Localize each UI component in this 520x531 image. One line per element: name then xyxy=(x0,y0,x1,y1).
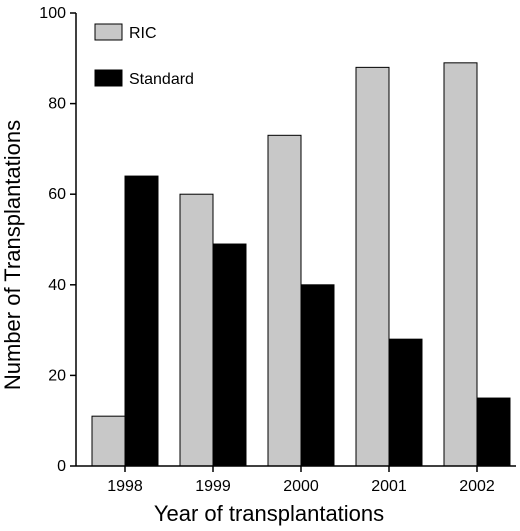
axes-group: 0 20 40 60 80 100 1998 1999 2000 2001 2002 xyxy=(39,5,516,495)
bar-standard-1999 xyxy=(212,243,247,467)
bar-standard-1998 xyxy=(124,175,159,467)
y-tick-label-40: 40 xyxy=(48,277,66,294)
legend-swatch-ric xyxy=(94,23,123,41)
bars-group xyxy=(91,62,511,467)
x-tick-label-2000: 2000 xyxy=(283,478,319,495)
legend-swatch-standard xyxy=(94,69,123,87)
bar-ric-2001 xyxy=(355,66,390,467)
y-tick-label-0: 0 xyxy=(57,458,66,475)
y-tick-label-100: 100 xyxy=(39,5,66,22)
y-tick-label-80: 80 xyxy=(48,96,66,113)
bar-ric-1999 xyxy=(179,193,214,467)
x-tick-label-2002: 2002 xyxy=(459,478,495,495)
bar-standard-2001 xyxy=(388,338,423,467)
bar-ric-2000 xyxy=(267,134,302,467)
y-axis-title: Number of Transplantations xyxy=(0,120,25,390)
x-tick-label-1998: 1998 xyxy=(107,478,143,495)
x-tick-label-2001: 2001 xyxy=(371,478,407,495)
y-tick-label-20: 20 xyxy=(48,367,66,384)
y-tick-label-60: 60 xyxy=(48,186,66,203)
legend-label-ric: RIC xyxy=(129,25,157,42)
x-axis-title: Year of transplantations xyxy=(154,501,384,526)
bar-standard-2002 xyxy=(476,397,511,467)
legend-label-standard: Standard xyxy=(129,71,194,88)
x-tick-label-1999: 1999 xyxy=(195,478,231,495)
legend: RIC Standard xyxy=(94,23,194,88)
bar-standard-2000 xyxy=(300,284,335,467)
bar-ric-1998 xyxy=(91,415,126,467)
bar-ric-2002 xyxy=(443,62,478,467)
